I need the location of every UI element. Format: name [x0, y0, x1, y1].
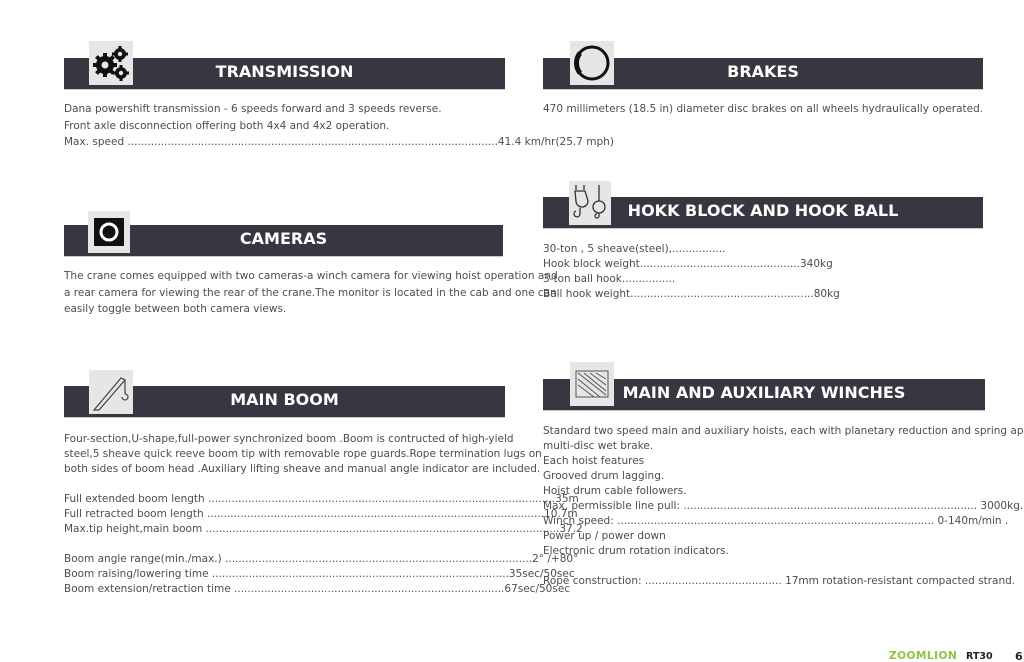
- text-line: steel,5 sheave quick reeve boom tip with…: [64, 448, 542, 460]
- boom-header: MAIN BOOM: [64, 386, 505, 418]
- text-line: Boom extension/retraction time .........…: [64, 583, 571, 595]
- text-line: Dana powershift transmission - 6 speeds …: [64, 103, 442, 115]
- text-line: Full retracted boom length .............…: [64, 508, 578, 520]
- winch-drum-icon: [570, 362, 614, 406]
- gears-icon: [89, 41, 133, 85]
- camera-icon: [88, 211, 130, 253]
- section-title: MAIN BOOM: [230, 390, 339, 409]
- text-line: a rear camera for viewing the rear of th…: [64, 286, 557, 299]
- text-line: Boom raising/lowering time .............…: [64, 568, 575, 580]
- text-line: Boom angle range(min./max.) ............…: [64, 553, 579, 565]
- text-line: [543, 559, 1024, 574]
- page-number: 6: [1015, 650, 1023, 662]
- text-line: Rope construction: .....................…: [543, 575, 1016, 587]
- hook-text: 30-ton , 5 sheave(steel),...............…: [543, 242, 840, 302]
- transmission-text: Dana powershift transmission - 6 speeds …: [64, 101, 614, 151]
- text-line: [64, 477, 583, 492]
- boom-text: Four-section,U-shape,full-power synchron…: [64, 432, 583, 597]
- winches-header: MAIN AND AUXILIARY WINCHES: [543, 379, 985, 411]
- brakes-header: BRAKES: [543, 58, 983, 90]
- text-line: Electronic drum rotation indicators.: [543, 545, 729, 557]
- text-line: The crane comes equipped with two camera…: [64, 270, 558, 282]
- text-line: Hook block weight.......................…: [543, 258, 833, 270]
- section-title: CAMERAS: [239, 229, 328, 248]
- section-title: TRANSMISSION: [215, 62, 354, 81]
- hook-header: HOKK BLOCK AND HOOK BALL: [543, 197, 983, 229]
- text-line: multi-disc wet brake.: [543, 440, 654, 452]
- text-line: Max.tip height,main boom ...............…: [64, 523, 583, 535]
- cameras-text: The crane comes equipped with two camera…: [64, 268, 558, 318]
- text-line: Max. permissible line pull: ............…: [543, 500, 1024, 512]
- boom-icon: [89, 370, 133, 414]
- text-line: 3-ton ball hook................: [543, 273, 676, 285]
- winches-text: Standard two speed main and auxiliary ho…: [543, 424, 1024, 589]
- text-line: Power up / power down: [543, 530, 666, 542]
- text-line: Winch speed: ...........................…: [543, 515, 1009, 527]
- text-line: Standard two speed main and auxiliary ho…: [543, 425, 1024, 437]
- section-title: MAIN AND AUXILIARY WINCHES: [622, 383, 906, 402]
- text-line: Front axle disconnection offering both 4…: [64, 119, 390, 132]
- text-line: both sides of boom head .Auxiliary lifti…: [64, 463, 541, 475]
- hook-icon: [569, 181, 611, 225]
- section-title: BRAKES: [727, 62, 799, 81]
- model-label: RT30: [966, 651, 993, 662]
- disc-brake-icon: [570, 41, 614, 85]
- text-line: Hoist drum cable followers.: [543, 485, 687, 497]
- text-line: Each hoist features: [543, 455, 645, 467]
- brand-logo: ZOOMLION: [889, 650, 958, 662]
- brakes-text: 470 millimeters (18.5 in) diameter disc …: [543, 101, 983, 118]
- text-line: Ball hook weight........................…: [543, 288, 840, 300]
- text-line: easily toggle between both camera views.: [64, 303, 287, 315]
- text-line: Full extended boom length ..............…: [64, 493, 579, 505]
- text-line: Four-section,U-shape,full-power synchron…: [64, 433, 514, 445]
- text-line: 30-ton , 5 sheave(steel),...............…: [543, 243, 726, 255]
- text-line: 470 millimeters (18.5 in) diameter disc …: [543, 103, 984, 115]
- cameras-header: CAMERAS: [64, 225, 503, 257]
- section-title: HOKK BLOCK AND HOOK BALL: [627, 201, 899, 220]
- text-line: [64, 537, 583, 552]
- text-line: Grooved drum lagging.: [543, 470, 665, 482]
- transmission-header: TRANSMISSION: [64, 58, 505, 90]
- text-line: Max. speed .............................…: [64, 136, 614, 148]
